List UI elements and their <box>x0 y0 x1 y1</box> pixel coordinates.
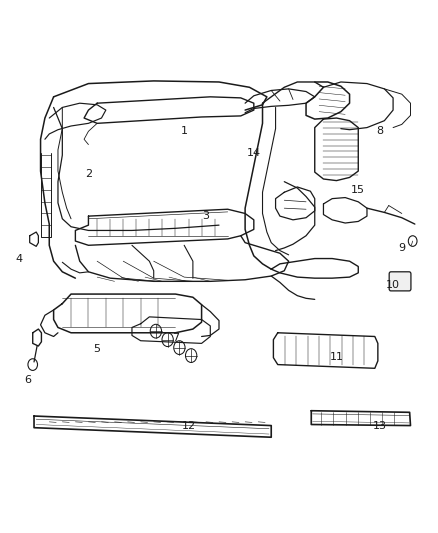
Text: 4: 4 <box>15 254 22 263</box>
Text: 13: 13 <box>373 421 387 431</box>
Text: 6: 6 <box>24 375 31 385</box>
Text: 5: 5 <box>94 344 101 354</box>
Text: 7: 7 <box>172 333 179 343</box>
FancyBboxPatch shape <box>389 272 411 291</box>
Text: 9: 9 <box>398 243 405 253</box>
Text: 3: 3 <box>202 211 209 221</box>
Text: 12: 12 <box>181 421 196 431</box>
Text: 8: 8 <box>377 126 384 136</box>
Text: 11: 11 <box>329 352 343 361</box>
Text: 14: 14 <box>247 148 261 158</box>
Text: 15: 15 <box>351 184 365 195</box>
Text: 1: 1 <box>181 126 187 136</box>
Text: 10: 10 <box>386 280 400 290</box>
Text: 2: 2 <box>85 169 92 179</box>
